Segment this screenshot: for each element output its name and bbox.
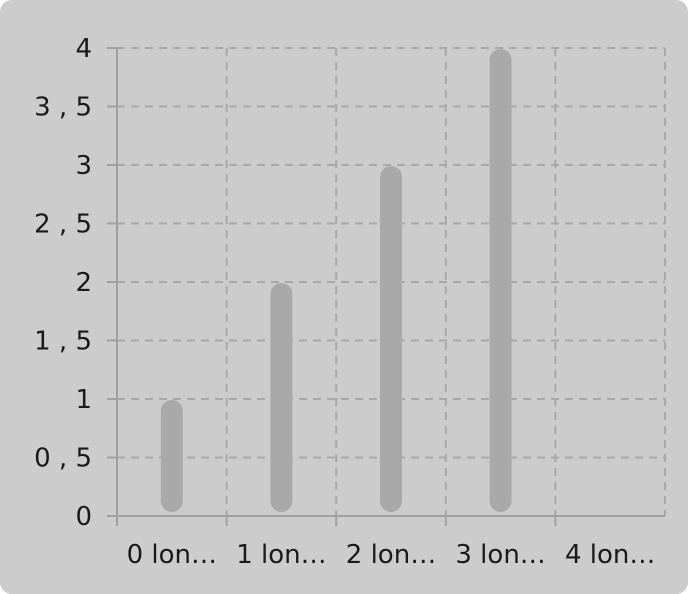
x-tick-label: 1 lon… <box>236 540 326 570</box>
y-tick-label: 0 <box>75 502 92 532</box>
y-tick-label: 2 <box>75 268 92 298</box>
bar-0 <box>160 400 183 512</box>
bar-1 <box>270 283 293 512</box>
x-tick-labels: 0 lon… 1 lon… 2 lon… 3 lon… 4 lon… <box>127 540 656 570</box>
y-tick-label: 2 , 5 <box>34 210 92 240</box>
y-tick-label: 0 , 5 <box>34 444 92 474</box>
x-tick-label: 0 lon… <box>127 540 217 570</box>
y-tick-label: 3 , 5 <box>34 93 92 123</box>
x-tick-label: 3 lon… <box>455 540 545 570</box>
y-tick-label: 3 <box>75 151 92 181</box>
axes <box>107 47 665 526</box>
x-tick-label: 4 lon… <box>565 540 655 570</box>
bars <box>160 49 512 512</box>
bar-2 <box>380 166 402 512</box>
y-tick-labels: 0 0 , 5 1 1 , 5 2 2 , 5 3 3 , 5 4 <box>34 34 92 532</box>
x-tick-label: 2 lon… <box>346 540 436 570</box>
bar-3 <box>489 49 512 512</box>
y-tick-label: 1 , 5 <box>34 327 92 357</box>
y-tick-label: 1 <box>75 385 92 415</box>
y-tick-label: 4 <box>75 34 92 64</box>
